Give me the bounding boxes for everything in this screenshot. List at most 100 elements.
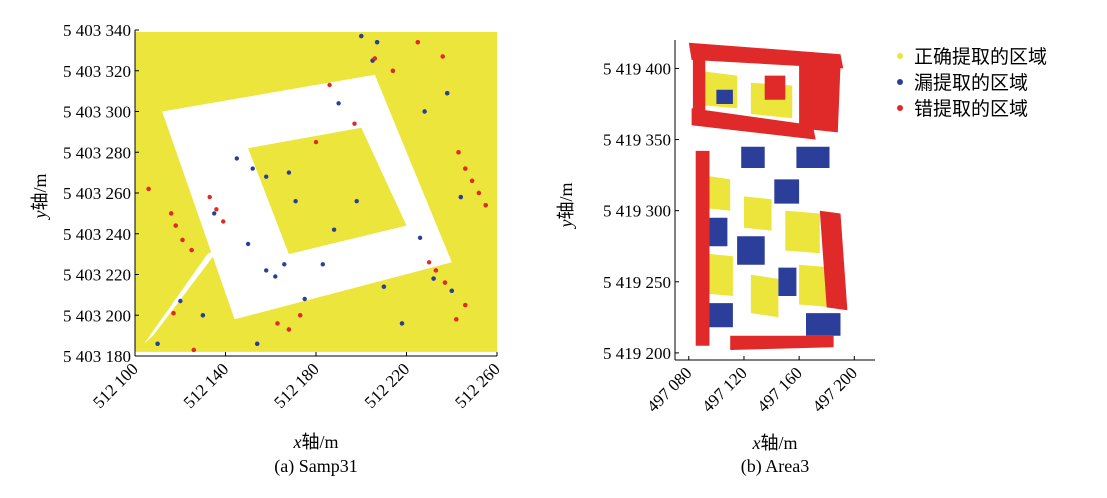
missed-point-top-a-0 [234, 156, 239, 161]
wrong-point-top-a-9 [469, 178, 475, 183]
missed-point-top-a-24 [458, 194, 463, 200]
missed-point-top-a-1 [250, 166, 255, 171]
wrong-point-top-a-15 [275, 321, 280, 326]
wrong-point-top-a-27 [454, 317, 459, 322]
correct-region-b-5 [785, 210, 820, 254]
legend-label-correct: 正确提取的区域 [914, 46, 1047, 68]
unclassified-area-a-1 [144, 246, 221, 344]
wrong-region-b-7 [764, 75, 786, 100]
wrong-point-top-a-7 [456, 150, 461, 155]
wrong-point-top-a-24 [171, 311, 176, 316]
missed-region-b-8 [778, 267, 797, 296]
plot-area-area3 [688, 42, 848, 350]
missed-point-top-a-9 [331, 227, 337, 232]
x-tick-label-a-2: 512 180 [270, 359, 323, 412]
wrong-point-top-a-0 [173, 223, 178, 228]
wrong-point-top-a-2 [189, 247, 194, 253]
wrong-point-top-a-28 [146, 186, 151, 192]
correct-region-a-inner [248, 127, 407, 255]
wrong-point-top-a-21 [327, 82, 332, 88]
y-axis-title-area3: y轴/m [556, 182, 576, 229]
wrong-point-top-a-3 [169, 211, 174, 216]
y-tick-label-b-3: 5 419 350 [603, 131, 671, 150]
missed-point-top-a-2 [264, 174, 269, 179]
plot-area-samp31 [135, 32, 497, 353]
wrong-region-b-1 [691, 108, 816, 140]
wrong-region-b-6 [695, 150, 710, 346]
axes-samp31 [134, 29, 498, 357]
missed-point-top-a-11 [374, 40, 380, 45]
missed-region-b-0 [741, 146, 765, 168]
wrong-point-top-a-26 [463, 302, 468, 308]
missed-point-top-a-14 [445, 91, 450, 96]
y-tick-label-b-1: 5 419 250 [603, 273, 671, 292]
chart-panel-area3: 5 419 200 5 419 250 5 419 300 5 419 350 5 41… [556, 40, 875, 477]
y-tick-label-a-5: 5 403 280 [63, 143, 131, 162]
wrong-point-top-a-13 [442, 280, 448, 285]
x-tick-label-b-2: 497 160 [753, 363, 806, 416]
y-tick-label-a-0: 5 403 180 [63, 347, 131, 366]
legend-marker-wrong [897, 105, 903, 111]
y-axis-title-samp31: y轴/m [30, 173, 50, 220]
x-tick-label-a-4: 512 260 [451, 359, 504, 412]
x-tick-label-a-1: 512 140 [180, 359, 233, 412]
missed-point-top-a-6 [273, 274, 278, 279]
missed-point-top-a-10 [359, 33, 364, 39]
wrong-point-top-a-22 [313, 139, 319, 145]
y-tick-label-a-6: 5 403 300 [63, 103, 131, 122]
y-axis-var-area3: y [556, 220, 576, 230]
correct-region-b-7 [750, 274, 779, 318]
missed-point-top-a-8 [354, 199, 359, 204]
missed-point-top-a-20 [302, 296, 307, 302]
missed-point-top-a-21 [320, 262, 325, 267]
x-tick-label-b-3: 497 200 [809, 363, 862, 416]
missed-point-top-a-15 [431, 276, 436, 281]
y-tick-label-a-2: 5 403 220 [63, 266, 131, 285]
y-tick-label-a-7: 5 403 320 [63, 62, 131, 81]
legend-label-wrong: 错提取的区域 [914, 98, 1028, 120]
missed-point-top-a-22 [245, 241, 251, 247]
missed-point-top-a-16 [449, 288, 454, 293]
missed-region-b-5 [806, 313, 841, 336]
x-axis-rest-samp31: 轴/m [301, 432, 338, 452]
y-tick-label-a-3: 5 403 240 [63, 225, 131, 244]
axes-area3 [674, 40, 875, 361]
y-tick-label-a-1: 5 403 200 [63, 306, 131, 325]
y-tick-label-b-4: 5 419 400 [603, 59, 671, 78]
wrong-point-top-a-17 [298, 313, 303, 318]
wrong-point-top-a-16 [286, 327, 292, 332]
y-axis-rest-samp31: 轴/m [30, 173, 50, 210]
missed-region-b-3 [737, 236, 765, 265]
wrong-point-top-a-11 [483, 203, 488, 208]
wrong-point-top-a-4 [207, 194, 212, 200]
missed-point-top-a-17 [178, 298, 183, 304]
wrong-point-top-a-8 [463, 166, 468, 171]
missed-point-top-a-28 [212, 211, 217, 216]
missed-point-top-a-5 [264, 268, 269, 273]
wrong-point-top-a-12 [433, 268, 439, 273]
x-axis-var-area3: x [751, 433, 760, 453]
wrong-point-top-a-25 [191, 347, 196, 353]
wrong-point-top-a-1 [180, 237, 185, 243]
missed-point-top-a-25 [417, 235, 423, 240]
missed-point-top-a-3 [286, 170, 292, 175]
y-tick-label-b-2: 5 419 300 [603, 202, 671, 221]
y-axis-rest-area3: 轴/m [556, 182, 576, 219]
missed-point-top-a-7 [282, 262, 287, 267]
x-axis-title-samp31: x轴/m [292, 432, 338, 452]
missed-point-top-a-23 [399, 321, 405, 326]
missed-point-top-a-13 [422, 109, 427, 114]
correct-region-b-3 [744, 196, 772, 231]
wrong-point-top-a-6 [221, 219, 226, 224]
legend-label-missed: 漏提取的区域 [914, 72, 1028, 94]
missed-region-b-1 [796, 146, 830, 168]
x-axis-var-samp31: x [292, 432, 301, 452]
missed-region-b-7 [716, 89, 733, 104]
y-tick-label-a-4: 5 403 260 [63, 184, 131, 203]
wrong-point-top-a-20 [440, 54, 445, 59]
x-tick-label-b-0: 497 080 [643, 363, 696, 416]
chart-panel-samp31: 5 403 180 5 403 200 5 403 220 5 403 240 5 40… [30, 21, 504, 477]
missed-region-b-6 [709, 303, 733, 328]
wrong-region-b-2 [799, 61, 841, 133]
